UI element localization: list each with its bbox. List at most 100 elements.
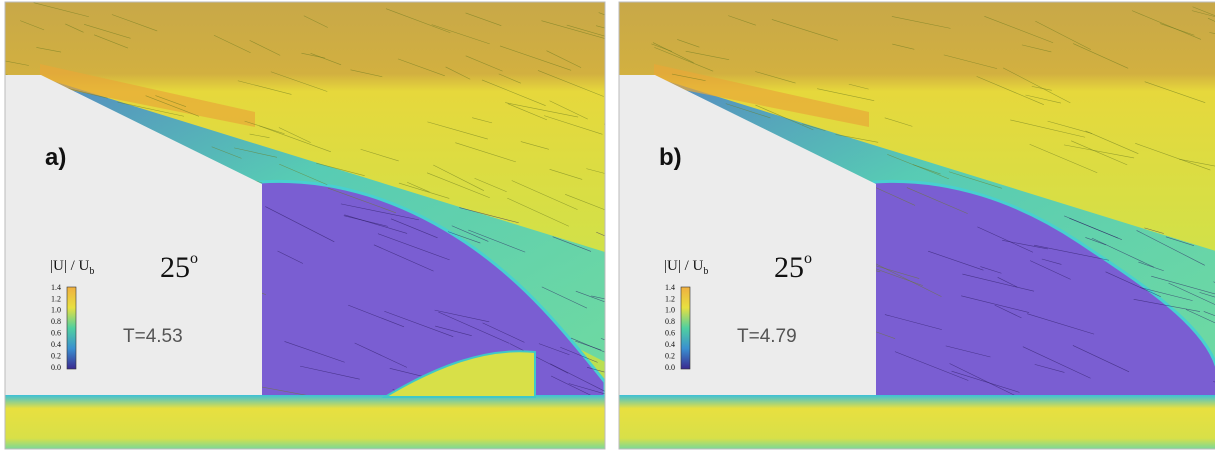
streakline: [943, 54, 998, 69]
streakline: [575, 290, 605, 303]
streakline: [906, 187, 968, 214]
colorbar-tick-label: 1.2: [51, 294, 61, 303]
streakline: [472, 117, 493, 124]
angle-label: 25o: [774, 250, 812, 284]
colorbar-tick-label: 0.4: [665, 340, 675, 349]
colorbar-tick-label: 0.0: [51, 363, 61, 372]
streakline: [928, 250, 984, 271]
streakline: [538, 343, 570, 356]
colorbar-tick-label: 0.2: [665, 351, 675, 360]
panel-label: a): [45, 144, 66, 171]
streakline: [482, 322, 525, 343]
streakline: [875, 268, 923, 286]
streakline: [249, 133, 270, 139]
bottom-wall-flow: [5, 395, 605, 449]
streakline: [962, 273, 1035, 292]
streakline: [560, 346, 598, 363]
text-part: b: [703, 266, 708, 277]
streakline: [1135, 143, 1211, 171]
streakline: [62, 86, 108, 99]
streakline: [237, 80, 292, 95]
streakline: [155, 95, 187, 107]
streakline: [728, 15, 756, 26]
streakline: [465, 55, 503, 72]
colorbar-tick-label: 0.8: [51, 317, 61, 326]
streakline: [591, 295, 605, 300]
streakline: [1151, 275, 1215, 295]
streakline: [1091, 237, 1155, 268]
colorbar: [680, 286, 691, 370]
streakline: [994, 304, 1022, 319]
streakline: [976, 76, 1044, 105]
colorbar-tick-label: 0.8: [665, 317, 675, 326]
streakline: [891, 16, 951, 29]
streakline: [111, 14, 158, 32]
streakline: [507, 197, 569, 227]
streakline: [277, 250, 304, 264]
streakline: [377, 233, 450, 261]
streakline: [426, 172, 490, 199]
quantity-label: |U| / Ub: [50, 258, 94, 277]
streakline: [431, 24, 490, 45]
streakline: [546, 50, 582, 68]
streakline: [468, 229, 526, 253]
streakline: [507, 103, 548, 121]
streakline: [725, 103, 771, 119]
streakline: [455, 142, 516, 163]
streakline: [1031, 86, 1052, 91]
streakline: [549, 168, 583, 180]
streakline: [894, 351, 969, 381]
time-label: T=4.53: [123, 326, 183, 347]
streakline: [94, 34, 129, 49]
text-part: |U| / U: [50, 258, 90, 274]
streakline: [1021, 44, 1052, 53]
streakline: [465, 12, 502, 26]
streakline: [887, 154, 950, 180]
recirculation-zone: [258, 179, 605, 404]
streakline: [117, 101, 184, 117]
streakline: [434, 309, 490, 323]
streakline: [568, 383, 605, 395]
streakline: [1105, 271, 1162, 298]
colorbar-tick-label: 1.0: [665, 306, 675, 315]
text-part: b: [89, 266, 94, 277]
streakline: [499, 45, 572, 71]
streakline: [1192, 6, 1215, 17]
streakline: [1064, 215, 1119, 239]
jet-rollup: [381, 350, 536, 398]
streakline: [1207, 17, 1215, 22]
streakline: [550, 375, 605, 403]
streakline: [433, 164, 485, 191]
streakline: [1179, 158, 1215, 167]
streakline: [445, 66, 471, 80]
streakline: [244, 120, 285, 135]
streakline: [390, 218, 438, 239]
streakline: [1034, 364, 1065, 373]
streakline: [33, 2, 89, 18]
colorbar-tick-label: 1.4: [665, 283, 675, 292]
streakline: [211, 146, 242, 159]
streakline: [586, 367, 605, 373]
streakline: [537, 70, 604, 97]
streakline: [316, 162, 365, 177]
panel-border: [618, 1, 1215, 450]
colorbar-tick-label: 1.4: [51, 283, 61, 292]
streakline: [1144, 227, 1164, 234]
streakline: [951, 370, 1020, 393]
streakline: [1185, 309, 1215, 324]
streakline: [249, 40, 281, 56]
panel-label: b): [659, 144, 682, 171]
streakline: [447, 231, 481, 244]
streakline: [1010, 119, 1086, 138]
streakline: [892, 43, 915, 50]
streakline: [481, 79, 546, 106]
streakline: [1085, 130, 1139, 154]
streakline: [1022, 346, 1091, 379]
streakline: [427, 121, 488, 140]
streakline: [677, 39, 700, 48]
streakline: [1026, 313, 1095, 335]
streakline: [1030, 260, 1071, 280]
streakline: [1072, 345, 1130, 373]
streakline: [340, 203, 419, 221]
streakline: [1203, 311, 1215, 317]
